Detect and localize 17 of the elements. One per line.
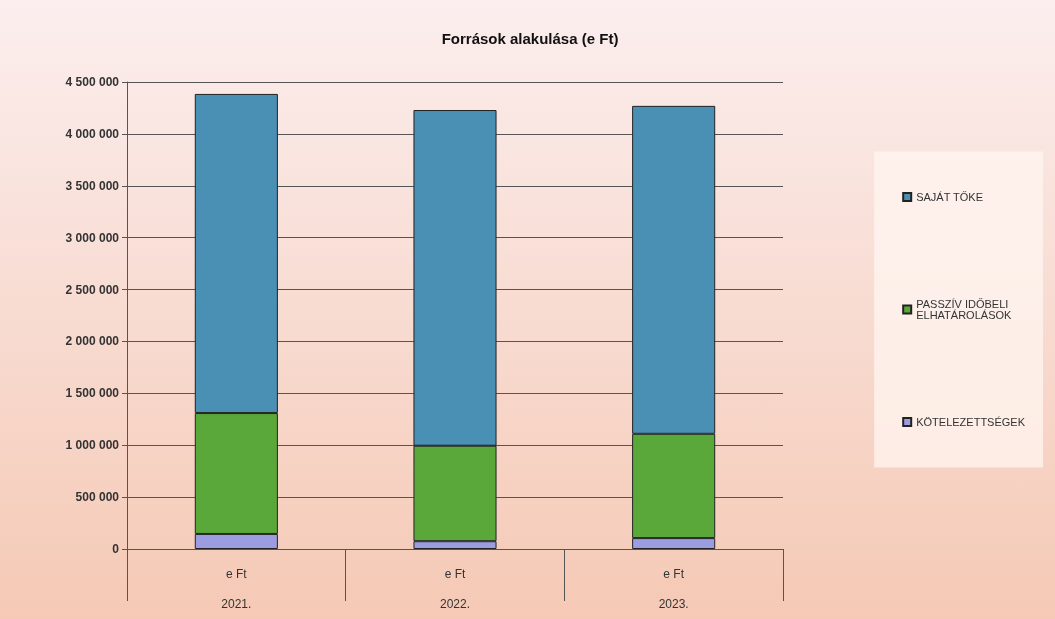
legend-label: PASSZÍV IDŐBELI ELHATÁROLÁSOK <box>916 297 1013 321</box>
y-tick-label: 4 000 000 <box>65 126 120 141</box>
category-label: e Ft 2022. <box>439 567 471 611</box>
y-tick-label: 2 500 000 <box>65 282 120 297</box>
category-label: e Ft 2021. <box>221 567 252 611</box>
legend-label: KÖTELEZETTSÉGEK <box>916 416 1026 428</box>
y-tick-label: 2 000 000 <box>65 334 120 349</box>
y-tick-label: 1 000 000 <box>65 438 120 453</box>
y-tick-label: 0 <box>112 542 120 556</box>
category-label: e Ft 2023. <box>658 567 689 611</box>
chart-title: Források alakulása (e Ft) <box>441 30 619 47</box>
y-tick-label: 1 500 000 <box>65 386 120 401</box>
y-tick-label: 3 500 000 <box>65 178 120 193</box>
y-tick-label: 3 000 000 <box>65 230 120 245</box>
legend-label: SAJÁT TŐKE <box>916 190 984 203</box>
y-tick-label: 4 500 000 <box>65 75 120 89</box>
y-tick-label: 500 000 <box>75 490 120 505</box>
